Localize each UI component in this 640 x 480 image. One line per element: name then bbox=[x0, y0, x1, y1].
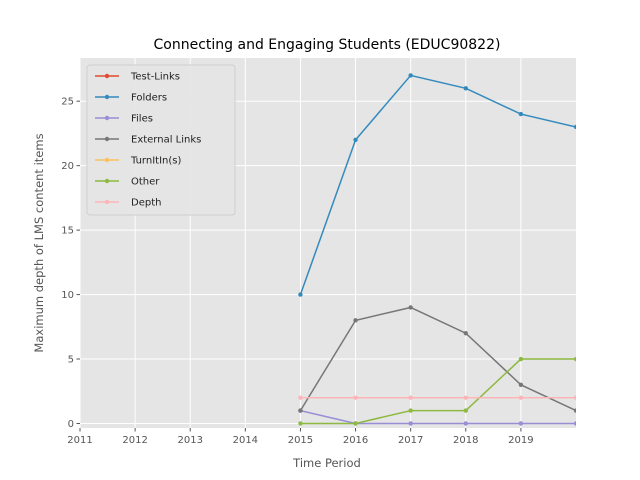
series-external-links bbox=[298, 305, 576, 413]
data-point bbox=[573, 124, 576, 130]
x-axis-label: Time Period bbox=[292, 456, 361, 470]
y-tick-label: 10 bbox=[61, 290, 74, 301]
series-line bbox=[299, 306, 576, 412]
legend-item: Depth bbox=[95, 198, 161, 209]
legend-marker bbox=[104, 157, 110, 163]
legend-label: Test-Links bbox=[130, 72, 180, 83]
data-point bbox=[518, 382, 524, 388]
legend-label: TurnItIn(s) bbox=[130, 156, 181, 167]
data-point bbox=[298, 408, 303, 413]
data-point bbox=[573, 408, 576, 413]
x-tick-label: 2017 bbox=[398, 435, 423, 446]
data-point bbox=[573, 421, 576, 426]
data-point bbox=[518, 111, 524, 117]
series-layer bbox=[298, 73, 576, 426]
grid bbox=[79, 58, 576, 428]
data-point bbox=[298, 421, 303, 426]
y-tick-label: 25 bbox=[61, 97, 74, 108]
legend-item: TurnItIn(s) bbox=[95, 156, 181, 167]
data-point bbox=[353, 421, 358, 426]
legend: Test-Links Folders Files External Links Turn… bbox=[86, 64, 236, 216]
legend-marker bbox=[104, 115, 110, 121]
legend-marker bbox=[104, 73, 110, 79]
legend-item: Folders bbox=[95, 93, 167, 104]
x-tick-label: 2018 bbox=[453, 435, 478, 446]
series-line bbox=[300, 358, 576, 425]
x-tick-label: 2012 bbox=[122, 435, 147, 446]
legend-frame bbox=[86, 64, 236, 216]
series-line bbox=[300, 409, 576, 425]
data-point bbox=[463, 395, 468, 400]
legend-marker bbox=[104, 199, 110, 205]
series-line bbox=[299, 74, 576, 295]
x-tick-label: 2015 bbox=[288, 435, 313, 446]
legend-marker bbox=[104, 178, 110, 184]
series-folders bbox=[298, 73, 576, 297]
data-point bbox=[408, 421, 413, 426]
legend-item: Test-Links bbox=[95, 72, 180, 83]
data-point bbox=[463, 408, 468, 413]
legend-item: Other bbox=[95, 177, 160, 188]
legend-label: Folders bbox=[131, 93, 167, 104]
data-point bbox=[408, 395, 413, 400]
legend-label: Other bbox=[131, 177, 160, 188]
y-axis-label: Maximum depth of LMS content items bbox=[32, 133, 46, 352]
legend-label: Depth bbox=[131, 198, 161, 209]
x-axis-ticks: 2011 2012 2013 2014 2015 2016 2017 2018 2019 bbox=[67, 428, 534, 446]
x-tick-label: 2016 bbox=[343, 435, 368, 446]
x-tick-label: 2013 bbox=[177, 435, 202, 446]
y-tick-label: 20 bbox=[61, 161, 74, 172]
x-tick-label: 2019 bbox=[508, 435, 533, 446]
chart-title: Connecting and Engaging Students (EDUC90… bbox=[154, 37, 501, 53]
data-point bbox=[408, 305, 413, 310]
y-tick-label: 5 bbox=[68, 355, 74, 366]
data-point bbox=[298, 395, 303, 400]
legend-item: Files bbox=[95, 114, 153, 125]
legend-marker bbox=[104, 136, 110, 142]
data-point bbox=[573, 395, 576, 400]
data-point bbox=[353, 395, 358, 400]
data-point bbox=[573, 356, 576, 362]
legend-label: Files bbox=[131, 114, 153, 125]
legend-item: External Links bbox=[95, 135, 201, 146]
y-axis-ticks: 0 5 10 15 20 25 bbox=[61, 97, 80, 430]
x-tick-label: 2011 bbox=[67, 435, 92, 446]
data-point bbox=[408, 73, 413, 78]
data-point bbox=[408, 408, 413, 413]
data-point bbox=[353, 137, 358, 143]
x-tick-label: 2014 bbox=[233, 435, 258, 446]
data-point bbox=[463, 331, 468, 336]
data-point bbox=[298, 292, 303, 297]
data-point bbox=[518, 356, 524, 362]
y-tick-label: 15 bbox=[61, 226, 74, 237]
series-other bbox=[298, 356, 576, 426]
y-tick-label: 0 bbox=[68, 419, 74, 430]
data-point bbox=[463, 86, 468, 91]
legend-label: External Links bbox=[131, 135, 201, 146]
data-point bbox=[353, 318, 358, 323]
legend-marker bbox=[104, 94, 110, 100]
data-point bbox=[463, 421, 468, 426]
data-point bbox=[518, 395, 524, 400]
data-point bbox=[518, 421, 524, 426]
series-depth bbox=[298, 395, 576, 400]
